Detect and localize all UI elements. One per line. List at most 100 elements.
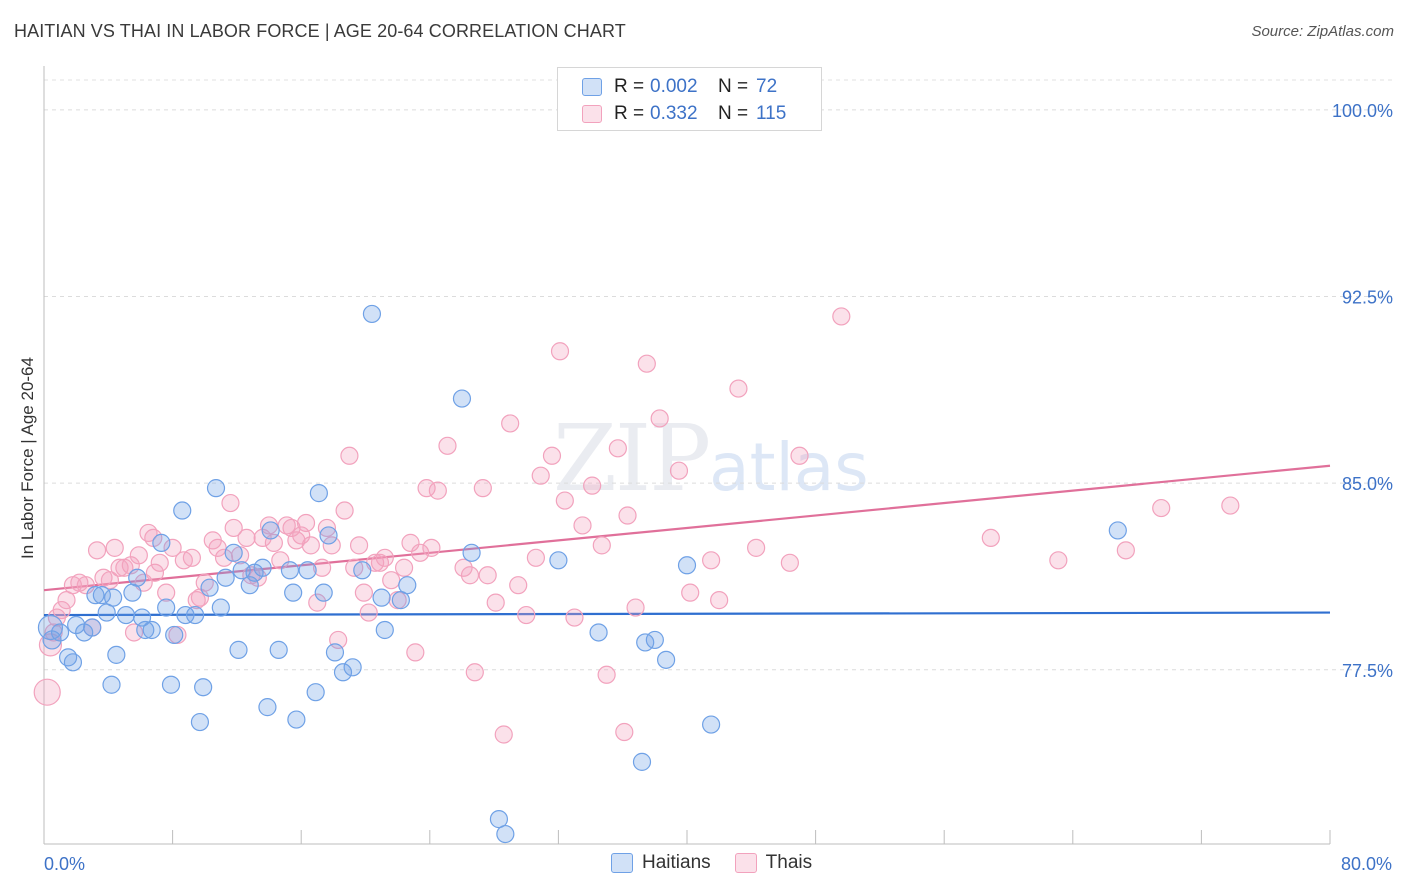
y-tick-label: 85.0%: [1342, 474, 1393, 494]
thai-point: [287, 531, 306, 550]
thai-point: [615, 722, 634, 742]
y-axis-label: In Labor Force | Age 20-64: [18, 357, 37, 559]
thai-point: [1152, 498, 1171, 518]
legend-swatch-thais: [734, 853, 757, 873]
thai-point: [583, 476, 602, 495]
haitian-point: [83, 618, 102, 637]
legend-item-thais[interactable]: Thais: [734, 852, 813, 874]
thai-point: [531, 466, 550, 485]
haitian-point: [200, 578, 219, 597]
thai-point: [296, 513, 316, 533]
thai-point: [832, 307, 851, 326]
haitian-point: [1108, 521, 1127, 540]
chart-source: Source: ZipAtlas.com: [1251, 23, 1394, 40]
legend-swatch-pink: [582, 105, 602, 123]
thai-point: [573, 516, 592, 535]
thai-point: [460, 566, 480, 585]
thai-point: [550, 342, 570, 361]
thai-point: [52, 600, 71, 620]
thai-point: [317, 518, 337, 538]
thai-point: [417, 479, 436, 498]
haitian-point: [50, 623, 70, 642]
legend-row-haitians: R = 0.002 N = 72: [582, 75, 777, 99]
haitian-point: [677, 556, 697, 575]
haitian-point: [229, 640, 248, 659]
legend-label-thais: Thais: [765, 852, 813, 873]
haitian-point: [333, 663, 353, 682]
thai-point: [33, 678, 61, 706]
thai-point: [422, 538, 441, 557]
haitian-point: [216, 568, 235, 587]
thai-point: [110, 558, 129, 577]
thai-point: [163, 538, 182, 557]
legend-n-value: 115: [756, 103, 787, 124]
haitian-point: [186, 605, 205, 625]
thai-point: [76, 576, 95, 595]
haitian-point: [549, 551, 568, 570]
haitian-point: [702, 715, 721, 734]
legend-n-label: N =: [718, 76, 749, 97]
haitian-point: [353, 561, 372, 580]
thai-point: [411, 543, 430, 562]
haitian-point: [261, 521, 280, 540]
haitian-point: [269, 640, 288, 659]
thai-point: [1116, 541, 1135, 560]
legend-label-haitians: Haitians: [642, 852, 711, 873]
haitian-point: [362, 304, 382, 324]
haitian-point: [280, 561, 300, 580]
thai-point: [375, 548, 394, 567]
chart-title: HAITIAN VS THAI IN LABOR FORCE | AGE 20-…: [14, 21, 626, 41]
thai-point: [124, 623, 144, 642]
thai-point: [308, 593, 327, 612]
legend-row-thais: R = 0.332 N = 115: [582, 102, 786, 126]
thai-point: [382, 571, 401, 590]
thai-point: [406, 643, 425, 662]
thai-point: [322, 536, 341, 555]
thai-point: [349, 536, 369, 555]
haitian-point: [59, 648, 78, 667]
legend-swatch-haitians: [611, 853, 633, 873]
thai-point: [650, 409, 669, 428]
thai-point: [340, 446, 359, 465]
thai-point: [157, 583, 176, 602]
thai-point: [637, 354, 656, 373]
haitian-point: [173, 501, 192, 520]
haitian-point: [589, 623, 608, 642]
watermark-atlas: atlas: [709, 429, 869, 506]
thai-point: [187, 591, 206, 610]
haitian-point: [224, 543, 243, 562]
thai-point: [618, 506, 637, 525]
thai-point: [87, 541, 107, 560]
haitian-point: [314, 583, 333, 602]
haitian-point: [309, 484, 328, 503]
thai-point: [359, 603, 378, 622]
haitian-point: [398, 576, 417, 595]
thai-point: [501, 414, 520, 433]
x-tick-label: 0.0%: [44, 854, 85, 874]
watermark: ZIPatlas: [553, 405, 869, 512]
haitian-point: [632, 752, 652, 771]
thai-point: [129, 546, 148, 565]
haitian-point: [298, 561, 317, 580]
thai-point: [526, 548, 545, 567]
thai-point: [454, 558, 473, 577]
thai-point: [221, 493, 240, 513]
haitian-point: [375, 620, 394, 640]
thai-point: [780, 553, 799, 572]
watermark-zip: ZIP: [553, 405, 711, 512]
thai-point: [509, 576, 528, 595]
haitian-point: [211, 598, 230, 617]
haitian-point: [258, 698, 277, 717]
haitian-point: [63, 653, 83, 672]
thai-point: [597, 665, 616, 684]
haitian-point: [645, 630, 664, 650]
haitian-point: [92, 586, 111, 605]
haitian-point: [176, 605, 195, 625]
series-legend: Haitians Thais: [611, 852, 836, 874]
legend-item-haitians[interactable]: Haitians: [611, 852, 711, 874]
haitian-point: [104, 588, 123, 607]
thai-point: [428, 481, 447, 500]
haitian-point: [194, 678, 213, 697]
thai-point: [224, 518, 243, 538]
